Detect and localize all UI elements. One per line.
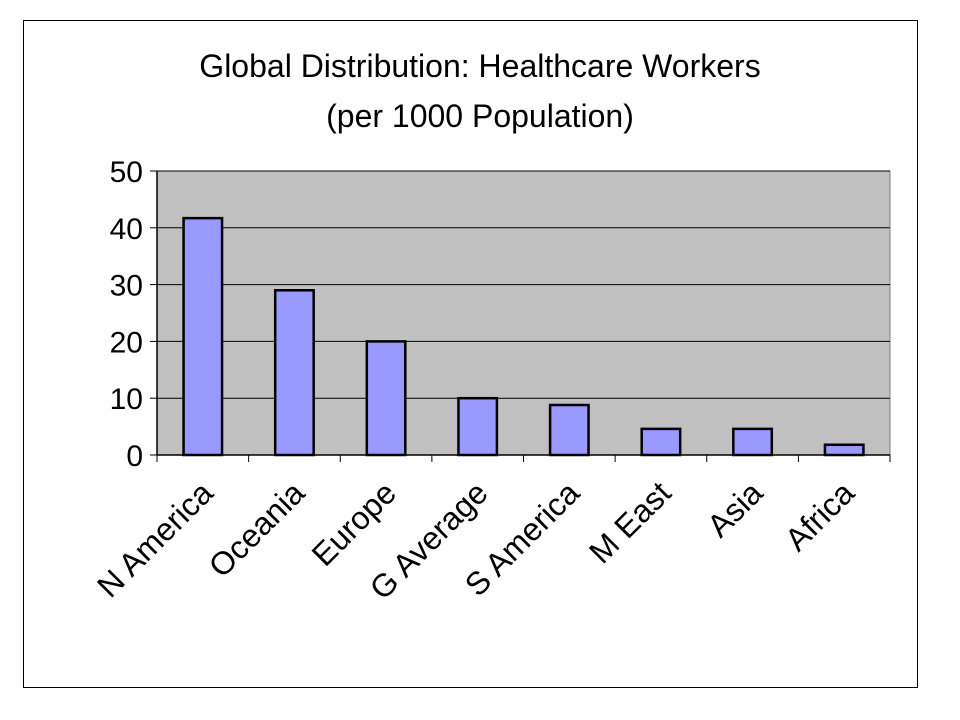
bars <box>182 216 865 457</box>
chart-title: Global Distribution: Healthcare Workers <box>199 48 761 84</box>
y-tick-label: 30 <box>110 270 143 303</box>
bar-asia <box>732 427 774 457</box>
y-tick-label: 40 <box>110 213 143 246</box>
y-tick-label: 10 <box>110 383 143 416</box>
bar-europe <box>365 340 407 457</box>
axes <box>150 170 891 462</box>
gridlines <box>157 170 890 399</box>
x-tick-label: Asia <box>700 474 770 544</box>
y-tick-label: 50 <box>110 156 143 189</box>
x-tick-label: N America <box>90 474 220 604</box>
x-tick-label: Oceania <box>202 474 312 584</box>
y-tick-label: 20 <box>110 326 143 359</box>
bar-n-america <box>182 216 224 457</box>
bar-s-america <box>548 403 590 457</box>
bar-g-average <box>457 396 499 457</box>
bar-m-east <box>640 427 682 457</box>
x-tick-label: Africa <box>778 474 861 557</box>
bar-africa <box>823 443 865 457</box>
plot-area <box>156 170 891 456</box>
bar-oceania <box>273 289 315 457</box>
y-tick-label: 0 <box>126 440 143 473</box>
chart-subtitle: (per 1000 Population) <box>326 98 634 134</box>
x-tick-label: M East <box>582 474 678 570</box>
